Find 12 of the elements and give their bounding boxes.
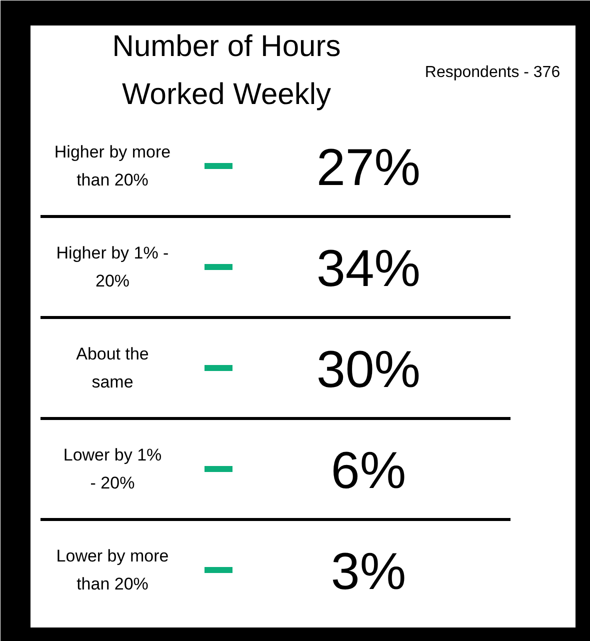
category-label: Higher by 1% - 20% [56, 244, 169, 290]
data-label: 6% [330, 442, 406, 500]
data-label: 27% [316, 139, 421, 197]
data-label: 34% [316, 240, 421, 298]
category-label: About the same [76, 344, 149, 392]
category-label: Lower by more than 20% [56, 546, 169, 594]
category-label: Higher by more than 20% [54, 142, 171, 190]
category-label: Lower by 1% - 20% [63, 446, 162, 492]
data-label: 30% [316, 341, 421, 399]
data-label: 3% [330, 543, 406, 601]
text: Respondents - 376 [424, 64, 560, 81]
text: Number of Hours Worked Weekly [112, 30, 341, 111]
